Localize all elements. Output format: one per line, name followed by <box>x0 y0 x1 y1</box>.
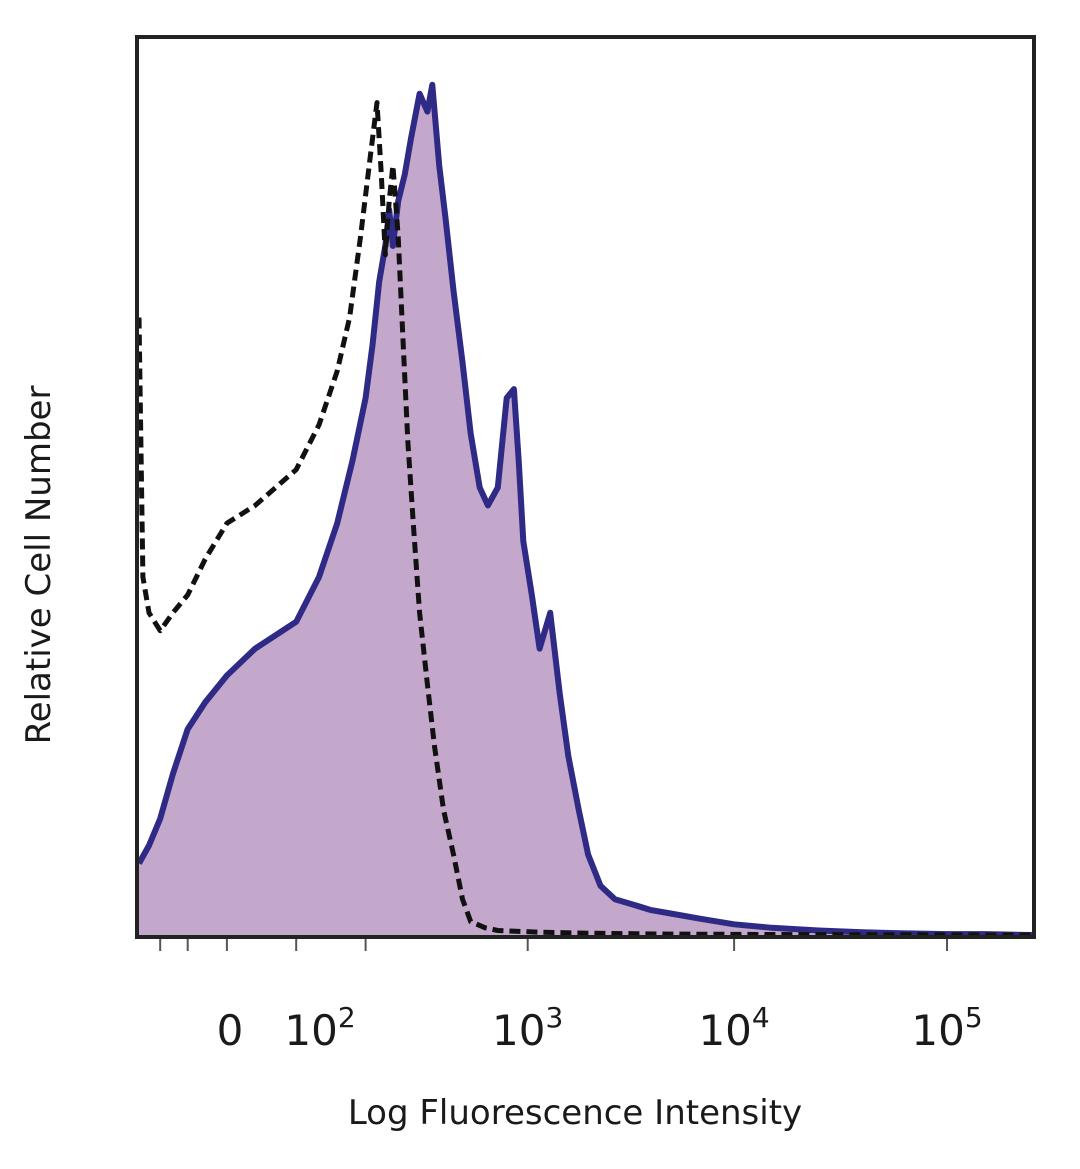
x-minor-ticks <box>159 939 948 951</box>
stained-histogram-fill <box>139 84 1032 936</box>
x-tick-label: 105 <box>911 1001 982 1055</box>
y-axis-title: Relative Cell Number <box>19 386 59 745</box>
x-tick-labels: 0 102 103 104 105 <box>217 1001 983 1055</box>
stained-histogram-line <box>136 81 1033 938</box>
control-histogram-line <box>136 100 1033 938</box>
x-tick-label: 103 <box>492 1001 563 1055</box>
x-tick-label: 104 <box>698 1001 769 1055</box>
x-tick-label: 0 <box>217 1006 244 1055</box>
series-layer <box>136 81 1033 938</box>
x-tick-label: 102 <box>284 1001 355 1055</box>
x-axis-title: Log Fluorescence Intensity <box>348 1093 802 1133</box>
plot-frame <box>135 35 1036 939</box>
